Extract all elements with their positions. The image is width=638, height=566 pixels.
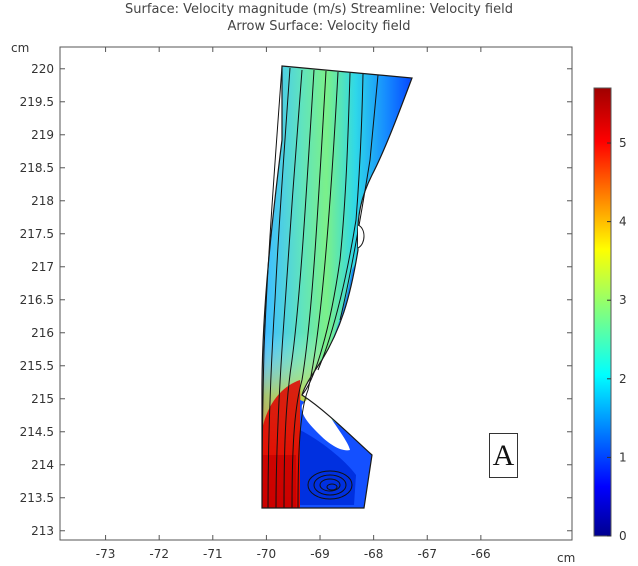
y-tick-label-3: 218.5 [20, 161, 54, 175]
y-axis-unit: cm [11, 41, 29, 55]
colorbar-tick-label-4: 1 [619, 450, 627, 464]
y-tick-label-9: 215.5 [20, 359, 54, 373]
colorbar [593, 87, 612, 537]
x-tick-label-1: -72 [149, 547, 169, 561]
y-tick-label-5: 217.5 [20, 227, 54, 241]
y-tick-label-0: 220 [31, 62, 54, 76]
y-tick-label-8: 216 [31, 326, 54, 340]
domain-notch [357, 224, 365, 249]
y-tick-label-10: 215 [31, 392, 54, 406]
plot-title-line1: Surface: Velocity magnitude (m/s) Stream… [125, 2, 513, 17]
x-tick-label-2: -71 [203, 547, 223, 561]
y-tick-label-2: 219 [31, 128, 54, 142]
y-tick-label-1: 219.5 [20, 95, 54, 109]
x-tick-label-3: -70 [257, 547, 277, 561]
colorbar-tick-label-1: 4 [619, 215, 627, 229]
x-tick-label-0: -73 [96, 547, 116, 561]
x-tick-label-4: -69 [310, 547, 330, 561]
x-tick-label-7: -66 [471, 547, 491, 561]
y-tick-label-12: 214 [31, 458, 54, 472]
colorbar-ticks: 5 4 3 2 1 0 [607, 136, 627, 543]
panel-label: A [489, 433, 518, 478]
colorbar-tick-label-0: 5 [619, 136, 627, 150]
x-axis-ticks: -73 -72 -71 -70 -69 -68 -67 -66 [96, 47, 491, 561]
y-tick-label-11: 214.5 [20, 425, 54, 439]
colorbar-tick-label-3: 2 [619, 372, 627, 386]
y-axis-ticks: 220 219.5 219 218.5 218 217.5 217 216.5 216 215.5… [20, 62, 572, 538]
y-tick-label-13: 213.5 [20, 491, 54, 505]
y-tick-label-6: 217 [31, 260, 54, 274]
domain-outline [261, 65, 413, 509]
y-tick-label-7: 216.5 [20, 293, 54, 307]
domain-hole [301, 395, 350, 451]
x-axis-unit: cm [557, 551, 575, 565]
y-tick-label-4: 218 [31, 194, 54, 208]
plot-title-line2: Arrow Surface: Velocity field [227, 19, 411, 34]
x-tick-label-6: -67 [417, 547, 437, 561]
colorbar-tick-label-5: 0 [619, 529, 627, 543]
colorbar-tick-label-2: 3 [619, 293, 627, 307]
x-tick-label-5: -68 [364, 547, 384, 561]
y-tick-label-14: 213 [31, 524, 54, 538]
